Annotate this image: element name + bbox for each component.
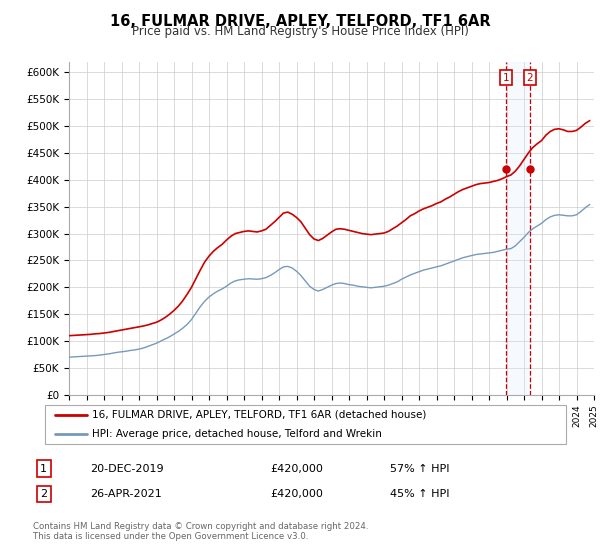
- Text: 1: 1: [503, 73, 509, 83]
- Bar: [506, 62, 530, 395]
- Text: HPI: Average price, detached house, Telford and Wrekin: HPI: Average price, detached house, Telf…: [92, 429, 382, 439]
- Text: £420,000: £420,000: [270, 464, 323, 474]
- Text: 57% ↑ HPI: 57% ↑ HPI: [390, 464, 449, 474]
- Text: 2: 2: [526, 73, 533, 83]
- Text: 45% ↑ HPI: 45% ↑ HPI: [390, 489, 449, 499]
- Text: 16, FULMAR DRIVE, APLEY, TELFORD, TF1 6AR (detached house): 16, FULMAR DRIVE, APLEY, TELFORD, TF1 6A…: [92, 409, 427, 419]
- Text: Contains HM Land Registry data © Crown copyright and database right 2024.
This d: Contains HM Land Registry data © Crown c…: [33, 522, 368, 542]
- Text: 26-APR-2021: 26-APR-2021: [90, 489, 162, 499]
- Text: 20-DEC-2019: 20-DEC-2019: [90, 464, 164, 474]
- Text: 16, FULMAR DRIVE, APLEY, TELFORD, TF1 6AR: 16, FULMAR DRIVE, APLEY, TELFORD, TF1 6A…: [110, 14, 490, 29]
- Text: 2: 2: [40, 489, 47, 499]
- FancyBboxPatch shape: [44, 405, 566, 444]
- Text: 1: 1: [40, 464, 47, 474]
- Text: Price paid vs. HM Land Registry's House Price Index (HPI): Price paid vs. HM Land Registry's House …: [131, 25, 469, 38]
- Text: £420,000: £420,000: [270, 489, 323, 499]
